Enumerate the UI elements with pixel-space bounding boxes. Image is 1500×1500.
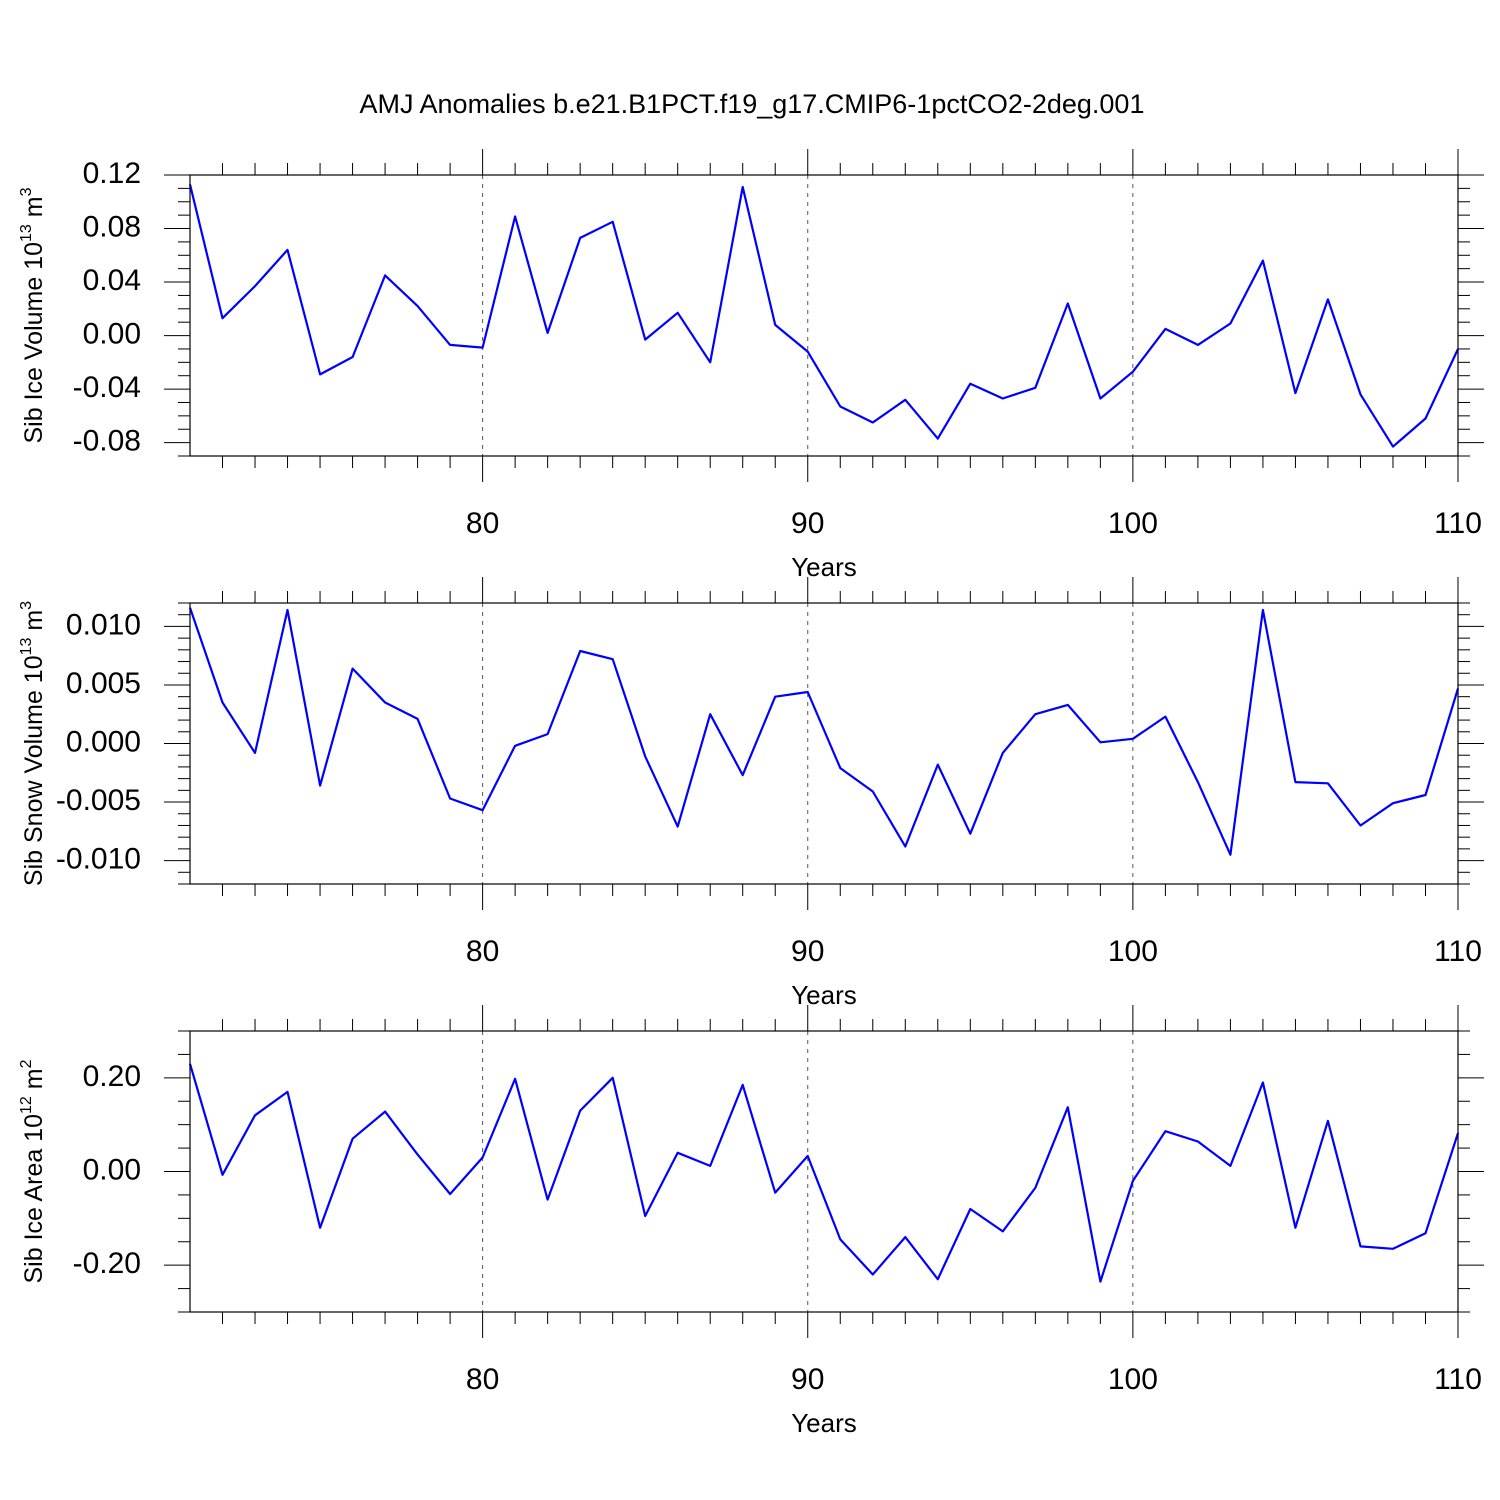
y-tick-label: -0.010: [56, 843, 141, 876]
x-tick-label: 100: [1108, 507, 1158, 540]
chart-title: AMJ Anomalies b.e21.B1PCT.f19_g17.CMIP6-…: [360, 89, 1145, 119]
y-tick-label: 0.00: [83, 1153, 141, 1186]
series-line: [188, 184, 1459, 448]
y-tick-label: 0.00: [83, 317, 141, 350]
y-tick-label: -0.08: [73, 425, 141, 458]
y-tick-label: 0.12: [83, 157, 141, 190]
x-tick-label: 90: [791, 507, 824, 540]
series-line: [188, 1063, 1460, 1283]
y-tick-label: 0.005: [66, 667, 141, 700]
x-axis-label: Years: [791, 980, 857, 1010]
panel-3: 80 90 100 110 -0.20 0.00 0.20 Years Sib Ice Area…: [18, 1005, 1484, 1438]
x-tick-label: 90: [791, 935, 824, 968]
series-line: [188, 607, 1460, 856]
x-tick-label: 100: [1108, 1363, 1158, 1396]
y-axis-label: Sib Ice Volume 1013 m3: [18, 187, 48, 443]
y-axis-label: Sib Snow Volume 1013 m3: [18, 601, 48, 886]
plot-frame: [189, 1030, 1459, 1313]
x-axis-label: Years: [791, 1408, 857, 1438]
x-tick-label: 80: [466, 935, 499, 968]
x-tick-label: 100: [1108, 935, 1158, 968]
y-tick-label: 0.20: [83, 1060, 141, 1093]
x-tick-label: 80: [466, 1363, 499, 1396]
y-tick-label: 0.010: [66, 608, 141, 641]
x-tick-label: 110: [1434, 507, 1482, 540]
y-tick-label: -0.04: [73, 371, 141, 404]
plot-frame: [189, 174, 1459, 457]
plot-frame: [189, 602, 1459, 885]
y-tick-label: 0.04: [83, 264, 141, 297]
x-axis-label: Years: [791, 552, 857, 582]
y-tick-label: -0.20: [73, 1247, 141, 1280]
y-tick-label: 0.08: [83, 210, 141, 243]
x-tick-label: 80: [466, 507, 499, 540]
panel-2: 80 90 100 110 -0.010 -0.005 0.000 0.005 0.010 Yea…: [18, 577, 1484, 1010]
x-tick-label: 110: [1434, 1363, 1482, 1396]
panel-1: 80 90 100 110 -0.08 -0.04 0.00 0.04 0.08 0.12 Year…: [18, 149, 1484, 582]
x-tick-label: 90: [791, 1363, 824, 1396]
y-tick-label: 0.000: [66, 725, 141, 758]
y-axis-label: Sib Ice Area 1012 m2: [18, 1059, 48, 1283]
x-tick-label: 110: [1434, 935, 1482, 968]
y-tick-label: -0.005: [56, 784, 141, 817]
